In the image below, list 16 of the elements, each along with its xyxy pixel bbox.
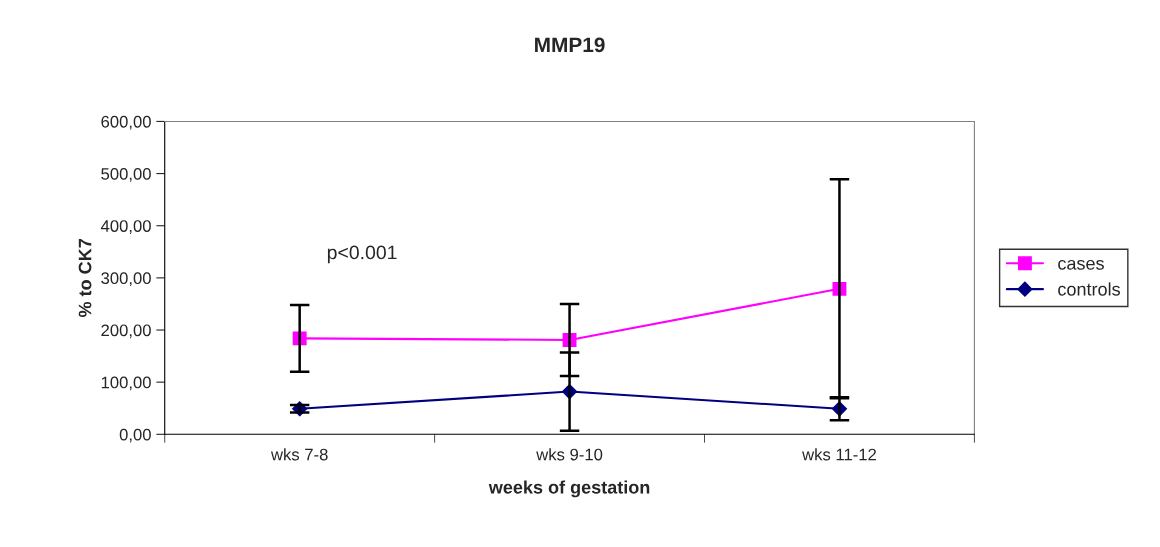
y-tick-label: 400,00 (100, 220, 151, 234)
x-tick-label: wks 11-12 (802, 448, 876, 461)
chart-title: MMP19 (535, 37, 605, 53)
y-tick-label: 200,00 (101, 324, 151, 339)
y-tick-label: 300,00 (101, 272, 151, 287)
x-tick-label: wks 7-8 (270, 448, 328, 461)
y-tick-label: 500,00 (101, 167, 151, 182)
legend-label: controls (1058, 282, 1120, 296)
legend-label: cases (1058, 259, 1104, 270)
y-tick-label: 600,00 (101, 115, 151, 130)
x-tick-label: wks 9-10 (536, 448, 603, 461)
annotation: p<0.001 (327, 245, 397, 264)
y-axis-title: % to CK7 (78, 239, 92, 318)
y-tick-label: 100,00 (101, 376, 151, 391)
y-tick-label: 0,00 (119, 428, 151, 443)
x-axis-title: weeks of gestation (488, 480, 650, 498)
